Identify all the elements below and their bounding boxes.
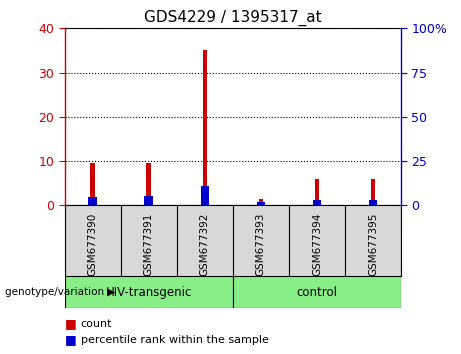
Bar (371, 179, 375, 205)
Text: count: count (81, 319, 112, 329)
Text: genotype/variation ▶: genotype/variation ▶ (5, 287, 115, 297)
Bar (257, 202, 265, 205)
Title: GDS4229 / 1395317_at: GDS4229 / 1395317_at (144, 9, 322, 25)
Bar (202, 51, 207, 205)
Bar (315, 179, 319, 205)
Bar (144, 196, 153, 205)
Bar (369, 200, 377, 205)
Text: GSM677395: GSM677395 (368, 212, 378, 276)
Text: GSM677390: GSM677390 (88, 212, 98, 276)
Text: HIV-transgenic: HIV-transgenic (106, 286, 192, 298)
Bar (90, 163, 95, 205)
Bar (65, 276, 233, 308)
Text: ■: ■ (65, 333, 76, 346)
Bar (201, 186, 209, 205)
Text: GSM677394: GSM677394 (312, 212, 322, 276)
Text: GSM677393: GSM677393 (256, 212, 266, 276)
Bar (233, 276, 401, 308)
Text: percentile rank within the sample: percentile rank within the sample (81, 335, 269, 345)
Bar (259, 199, 263, 205)
Text: control: control (296, 286, 337, 298)
Text: GSM677391: GSM677391 (144, 212, 154, 276)
Bar (89, 198, 97, 205)
Bar (313, 200, 321, 205)
Text: ■: ■ (65, 318, 76, 330)
Bar (147, 163, 151, 205)
Text: GSM677392: GSM677392 (200, 212, 210, 276)
